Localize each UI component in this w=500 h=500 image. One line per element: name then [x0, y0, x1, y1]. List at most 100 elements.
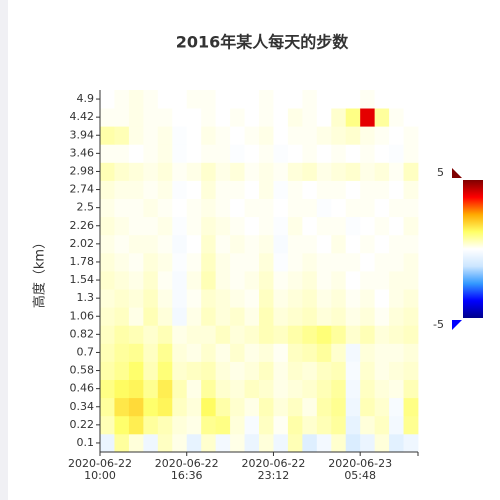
y-tick-label: 0.82 — [70, 327, 95, 340]
y-tick-label: 3.46 — [70, 146, 95, 159]
heat-cell — [114, 271, 130, 290]
heat-cell — [172, 343, 188, 362]
heat-cell — [345, 180, 361, 199]
heat-cell — [244, 216, 260, 236]
heat-cell — [244, 126, 260, 145]
heat-cell — [201, 415, 217, 435]
heat-cell — [201, 234, 217, 254]
heat-cell — [302, 289, 318, 308]
heat-cell — [316, 415, 332, 435]
heat-cell — [157, 126, 173, 145]
heat-cell — [100, 234, 115, 254]
heat-cell — [302, 90, 318, 109]
heat-cell — [215, 162, 231, 181]
heat-cell — [345, 198, 361, 218]
heat-cell — [259, 180, 274, 199]
heat-cell — [287, 108, 303, 127]
heat-cell — [128, 379, 144, 399]
heat-cell — [186, 415, 202, 435]
heat-cell — [215, 289, 231, 308]
heat-cell — [259, 289, 274, 308]
heat-cell — [172, 271, 188, 290]
heat-cell — [114, 144, 130, 163]
heat-cell — [316, 271, 332, 290]
heat-cell — [403, 180, 419, 199]
heat-cell — [389, 361, 404, 380]
heat-cell — [259, 216, 274, 236]
heat-cell — [128, 433, 144, 453]
x-tick-label: 2020-06-22 10:00 — [68, 457, 132, 482]
heat-cell — [403, 307, 419, 326]
heat-cell — [331, 144, 347, 163]
heat-cell — [374, 144, 390, 163]
heat-cell — [128, 307, 144, 326]
heat-cell — [143, 126, 159, 145]
heat-cell — [201, 343, 217, 362]
heat-cell — [345, 90, 361, 109]
heat-cell — [114, 108, 130, 127]
heat-cell — [316, 397, 332, 417]
heat-cell — [331, 343, 347, 362]
heat-cell — [186, 180, 202, 199]
heat-cell — [259, 307, 274, 326]
heat-cell — [389, 108, 404, 127]
heat-cell — [114, 126, 130, 145]
heat-cell — [302, 379, 318, 399]
heat-cell — [389, 397, 404, 417]
heat-cell — [316, 325, 332, 344]
heat-cell — [186, 379, 202, 399]
heat-cell — [259, 325, 274, 344]
heat-cell — [345, 397, 361, 417]
heat-cell — [215, 198, 231, 218]
heat-cell — [215, 180, 231, 199]
heat-cell — [331, 271, 347, 290]
heat-cell — [244, 325, 260, 344]
heat-cell — [143, 415, 159, 435]
y-tick-label: 3.94 — [70, 128, 95, 141]
heat-cell — [157, 289, 173, 308]
heat-cell — [215, 234, 231, 254]
heat-cell — [259, 162, 274, 181]
heat-cell — [345, 325, 361, 344]
heat-cell — [302, 108, 318, 127]
heat-cell — [316, 252, 332, 272]
heat-cell — [230, 126, 245, 145]
heat-cell — [114, 252, 130, 272]
heat-cell — [186, 307, 202, 326]
heat-cell — [157, 90, 173, 109]
heat-cell — [172, 379, 188, 399]
heat-cell — [230, 415, 245, 435]
heat-cell — [114, 397, 130, 417]
heat-cell — [331, 180, 347, 199]
heat-cell — [345, 343, 361, 362]
heat-cell — [230, 379, 245, 399]
y-tick-label: 4.42 — [70, 110, 95, 123]
heat-cell — [302, 361, 318, 380]
x-tick-label: 2020-06-22 23:12 — [241, 457, 306, 482]
heat-cell — [273, 289, 289, 308]
heat-cell — [360, 126, 376, 145]
heat-cell — [128, 108, 144, 127]
heat-cell — [374, 289, 390, 308]
heat-cell — [287, 433, 303, 453]
heat-cell — [114, 433, 130, 453]
heat-cell — [345, 234, 361, 254]
heat-cell — [360, 397, 376, 417]
heat-cell — [259, 379, 274, 399]
heat-cell — [389, 252, 404, 272]
heat-cell — [259, 198, 274, 218]
heat-cell — [302, 126, 318, 145]
heat-cell — [244, 343, 260, 362]
heat-cell — [201, 325, 217, 344]
heat-cell — [403, 361, 419, 380]
heat-cell — [157, 162, 173, 181]
heat-cell — [374, 415, 390, 435]
heat-cell — [128, 397, 144, 417]
heat-cell — [114, 361, 130, 380]
heat-cell — [100, 108, 115, 127]
heat-cell — [215, 397, 231, 417]
heat-cell — [259, 361, 274, 380]
heat-cell — [360, 433, 376, 453]
heat-cell — [215, 433, 231, 453]
heat-cell — [100, 343, 115, 362]
